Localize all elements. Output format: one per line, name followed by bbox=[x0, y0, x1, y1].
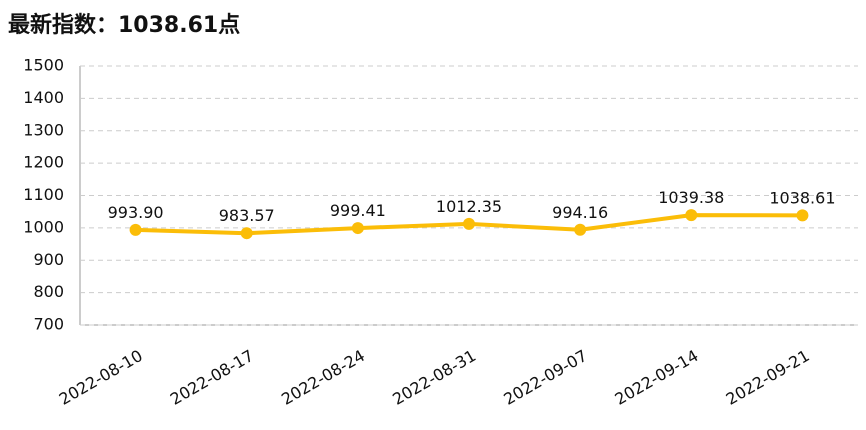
data-point bbox=[574, 223, 587, 236]
y-tick-label: 700 bbox=[33, 315, 64, 334]
data-point bbox=[685, 209, 698, 222]
chart-title: 最新指数：1038.61点 bbox=[8, 12, 240, 38]
data-label: 993.90 bbox=[108, 203, 164, 222]
data-point bbox=[796, 209, 809, 222]
data-label: 999.41 bbox=[330, 201, 386, 220]
data-label: 994.16 bbox=[552, 203, 608, 222]
x-tick-label: 2022-09-07 bbox=[500, 346, 590, 409]
data-label: 1038.61 bbox=[769, 188, 835, 207]
y-tick-label: 1000 bbox=[23, 217, 64, 236]
data-point bbox=[129, 223, 142, 236]
x-tick-label: 2022-09-21 bbox=[723, 346, 813, 409]
y-tick-label: 1200 bbox=[23, 153, 64, 172]
x-tick-label: 2022-08-31 bbox=[389, 346, 479, 409]
x-tick-label: 2022-08-17 bbox=[167, 346, 257, 409]
data-label: 983.57 bbox=[219, 206, 275, 225]
y-tick-label: 1400 bbox=[23, 88, 64, 107]
y-tick-label: 1500 bbox=[23, 56, 64, 75]
y-tick-label: 900 bbox=[33, 250, 64, 269]
data-point bbox=[351, 222, 364, 235]
x-tick-label: 2022-08-10 bbox=[56, 346, 146, 409]
y-tick-label: 1300 bbox=[23, 120, 64, 139]
data-point bbox=[240, 227, 253, 240]
x-tick-label: 2022-09-14 bbox=[612, 346, 702, 409]
y-tick-label: 800 bbox=[33, 282, 64, 301]
data-label: 1012.35 bbox=[436, 197, 502, 216]
y-tick-label: 1100 bbox=[23, 185, 64, 204]
data-point bbox=[463, 217, 475, 230]
data-label: 1039.38 bbox=[658, 188, 724, 207]
x-tick-label: 2022-08-24 bbox=[278, 346, 368, 409]
